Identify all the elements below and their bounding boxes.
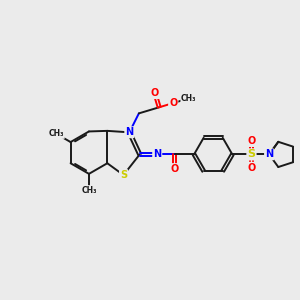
Text: O: O	[169, 98, 177, 108]
Text: O: O	[171, 164, 179, 174]
Text: CH₃: CH₃	[181, 94, 197, 103]
Text: O: O	[151, 88, 159, 98]
Text: O: O	[151, 88, 159, 98]
Text: O: O	[169, 98, 177, 108]
Text: CH₃: CH₃	[181, 94, 197, 103]
Text: N: N	[125, 127, 134, 137]
Text: N: N	[265, 149, 273, 159]
Text: N: N	[153, 149, 161, 159]
Text: N: N	[265, 149, 273, 159]
Text: S: S	[248, 149, 256, 159]
Text: CH₃: CH₃	[81, 185, 97, 194]
Text: S: S	[120, 170, 127, 180]
Text: S: S	[120, 170, 127, 180]
Text: S: S	[248, 149, 256, 159]
Text: O: O	[171, 164, 179, 174]
Text: O: O	[247, 163, 256, 173]
Text: O: O	[247, 136, 256, 146]
Text: N: N	[153, 149, 161, 159]
Text: N: N	[125, 127, 134, 137]
Text: O: O	[247, 136, 256, 146]
Text: O: O	[247, 163, 256, 173]
Text: CH₃: CH₃	[49, 130, 64, 139]
